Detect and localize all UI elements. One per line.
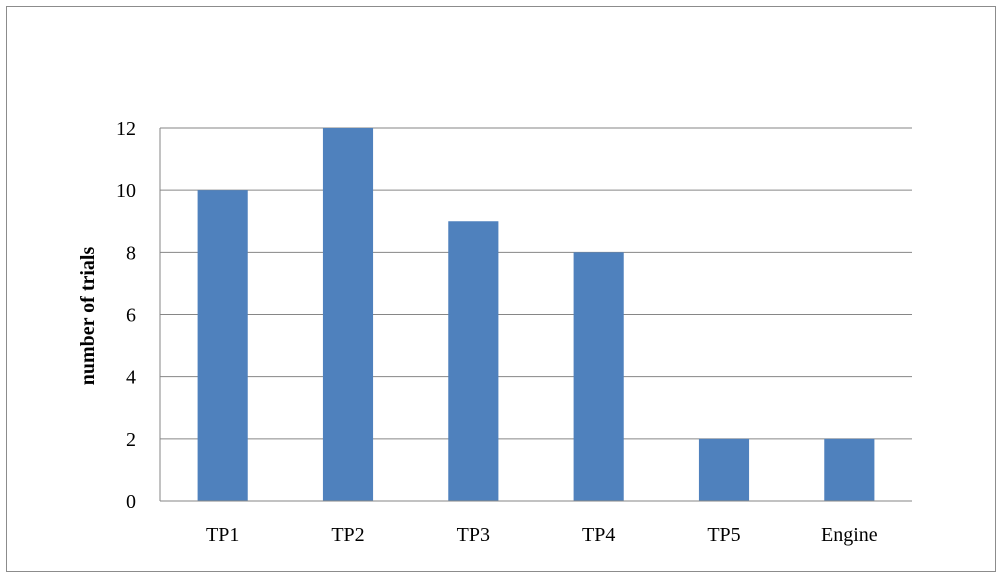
bar-tp4 [573,252,624,501]
bar-tp2 [322,128,374,501]
bars [160,128,912,502]
x-tick-labels: TP1 TP2 TP3 TP4 TP5 Engine [206,524,878,546]
y-tick-label: 0 [126,491,136,513]
y-tick-labels: 0 2 4 6 8 10 12 [116,118,136,513]
bar-engine [824,438,875,501]
x-tick-label: TP1 [206,524,239,546]
y-tick-label: 4 [126,367,136,389]
y-axis-title: number of trials [77,247,99,386]
x-tick-label: TP4 [582,524,615,546]
x-tick-label: TP5 [707,524,740,546]
bar-tp5 [698,438,750,501]
y-tick-label: 2 [126,429,136,451]
x-tick-label: Engine [821,524,878,546]
y-tick-label: 10 [116,180,136,202]
y-tick-label: 8 [126,242,136,264]
x-tick-label: TP3 [457,524,490,546]
y-tick-label: 12 [116,118,136,140]
bar-tp1 [197,190,248,501]
gridlines [159,127,912,501]
bar-tp3 [448,221,499,501]
y-tick-label: 6 [126,305,136,327]
x-tick-label: TP2 [331,524,364,546]
